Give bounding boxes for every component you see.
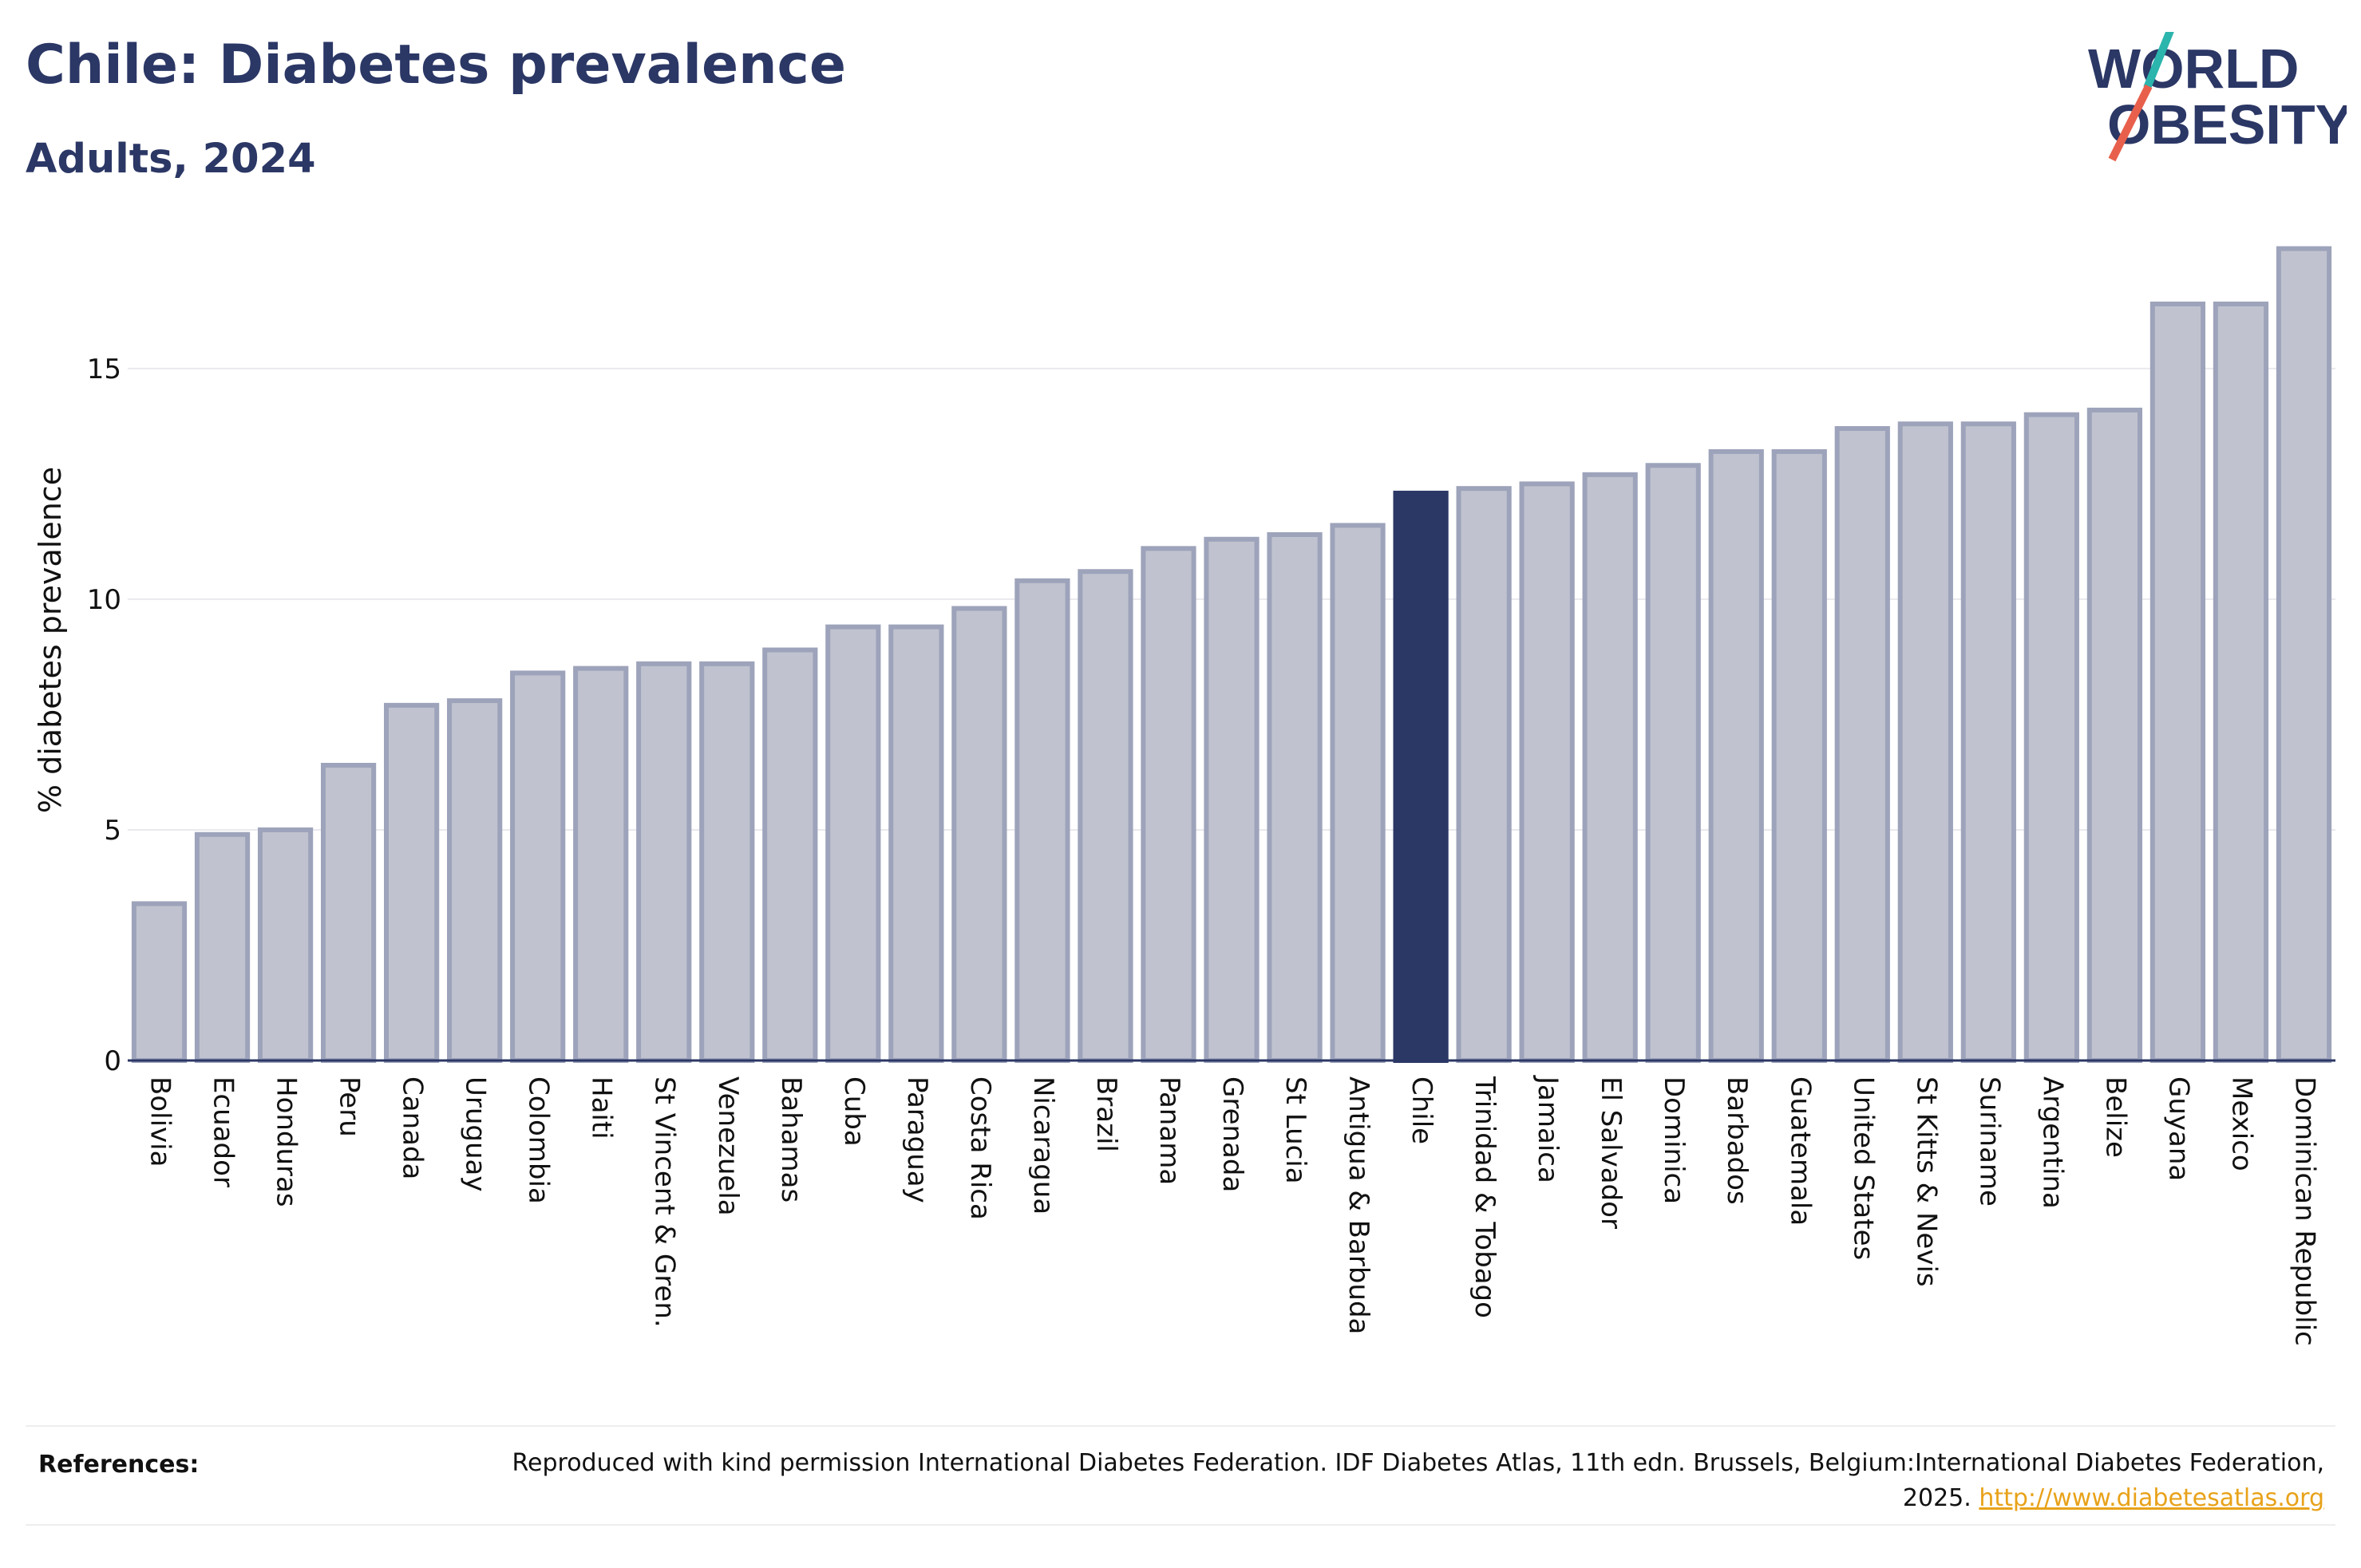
chart-title: Chile: Diabetes prevalence: [26, 34, 846, 97]
x-tick-label: Canada: [397, 1076, 429, 1179]
bar-haiti: [573, 666, 629, 1063]
bar-guatemala: [1771, 448, 1827, 1063]
bar-canada: [384, 702, 440, 1063]
x-tick-label: Brazil: [1090, 1076, 1122, 1152]
bar-st-lucia: [1267, 531, 1323, 1063]
bar-mexico: [2213, 301, 2269, 1064]
bar-bahamas: [762, 647, 818, 1063]
bar-uruguay: [447, 698, 503, 1064]
references-body: Reproduced with kind permission Internat…: [512, 1449, 2324, 1512]
bar-guyana: [2149, 301, 2206, 1064]
logo-slash-red: [2108, 84, 2153, 162]
bar-st-kitts-nevis: [1897, 421, 1953, 1063]
bar-chile: [1393, 490, 1449, 1063]
footer-divider-bottom: [26, 1524, 2335, 1526]
bar-venezuela: [699, 661, 755, 1064]
y-axis-title: % diabetes prevalence: [33, 467, 68, 813]
references-text: Reproduced with kind permission Internat…: [488, 1446, 2324, 1516]
y-tick-label: 0: [104, 1045, 121, 1077]
y-tick-label: 5: [104, 815, 121, 847]
x-tick-label: Venezuela: [712, 1076, 744, 1216]
references-link[interactable]: http://www.diabetesatlas.org: [1979, 1484, 2324, 1512]
bar-ecuador: [194, 831, 251, 1063]
bar-el-salvador: [1582, 472, 1638, 1063]
logo-word-world: WORLD: [2088, 38, 2299, 100]
bar-united-states: [1834, 426, 1890, 1063]
x-tick-label: Guyana: [2162, 1076, 2194, 1181]
bar-cuba: [825, 624, 881, 1063]
x-tick-label: Bahamas: [775, 1076, 807, 1203]
x-tick-label: Argentina: [2036, 1076, 2068, 1209]
footer-divider-top: [26, 1425, 2335, 1427]
x-tick-label: St Vincent & Gren.: [649, 1076, 681, 1328]
world-obesity-logo: WORLD OBESITY: [2088, 32, 2347, 162]
x-tick-label: Colombia: [523, 1076, 555, 1204]
x-tick-label: Costa Rica: [964, 1076, 996, 1220]
x-tick-label: Uruguay: [460, 1076, 492, 1192]
x-tick-label: St Kitts & Nevis: [1910, 1076, 1942, 1287]
y-tick-label: 10: [87, 584, 121, 616]
bar-jamaica: [1519, 481, 1575, 1063]
x-tick-label: Chile: [1406, 1076, 1438, 1144]
x-tick-label: Panama: [1153, 1076, 1185, 1185]
references-label: References:: [38, 1451, 200, 1479]
bar-argentina: [2023, 412, 2079, 1063]
bar-antigua-barbuda: [1330, 523, 1386, 1063]
x-axis-labels: Bolivia Ecuador Honduras Peru Canada Uruguay C…: [144, 1075, 2321, 1346]
x-tick-label: Guatemala: [1784, 1076, 1816, 1226]
bar-costa-rica: [951, 606, 1007, 1063]
x-tick-label: Belize: [2099, 1076, 2131, 1158]
x-tick-label: St Lucia: [1279, 1076, 1311, 1184]
x-tick-label: El Salvador: [1595, 1076, 1627, 1229]
x-tick-label: Ecuador: [208, 1076, 239, 1187]
x-tick-label: Nicaragua: [1027, 1076, 1059, 1215]
logo-slash-teal: [2143, 32, 2174, 89]
x-tick-label: Haiti: [586, 1076, 618, 1139]
bar-trinidad-tobago: [1456, 486, 1512, 1063]
bar-peru: [320, 763, 377, 1063]
y-tick-label: 15: [87, 353, 121, 385]
bars: [131, 246, 2332, 1064]
x-tick-label: Trinidad & Tobago: [1469, 1076, 1501, 1318]
x-tick-label: Cuba: [838, 1076, 870, 1147]
bar-barbados: [1708, 448, 1764, 1063]
x-tick-label: Barbados: [1721, 1076, 1753, 1205]
x-tick-label: Paraguay: [901, 1076, 933, 1203]
bar-paraguay: [888, 624, 944, 1063]
x-tick-label: Dominica: [1658, 1076, 1690, 1204]
chart-subtitle: Adults, 2024: [26, 136, 316, 183]
x-tick-label: Mexico: [2225, 1076, 2257, 1171]
x-tick-label: Honduras: [271, 1076, 303, 1207]
bar-dominica: [1645, 463, 1701, 1063]
bar-brazil: [1078, 569, 1133, 1063]
bar-nicaragua: [1014, 578, 1070, 1063]
x-tick-label: Peru: [334, 1076, 366, 1137]
bar-bolivia: [131, 901, 188, 1064]
bar-belize: [2086, 407, 2143, 1063]
bar-honduras: [257, 827, 314, 1064]
bar-suriname: [1960, 421, 2016, 1063]
x-tick-label: Jamaica: [1532, 1075, 1564, 1183]
x-tick-label: Dominican Republic: [2288, 1076, 2320, 1346]
x-tick-label: United States: [1847, 1076, 1879, 1260]
y-axis-ticks: 0 5 10 15: [87, 353, 121, 1077]
x-tick-label: Suriname: [1973, 1076, 2005, 1207]
bar-panama: [1141, 546, 1196, 1063]
bar-colombia: [510, 670, 566, 1063]
bar-st-vincent-gren-: [636, 661, 692, 1064]
logo-word-obesity: OBESITY: [2107, 93, 2347, 156]
x-tick-label: Grenada: [1216, 1076, 1248, 1192]
x-tick-label: Antigua & Barbuda: [1343, 1076, 1374, 1334]
bar-grenada: [1204, 536, 1260, 1063]
x-tick-label: Bolivia: [144, 1076, 176, 1167]
bar-dominican-republic: [2276, 246, 2332, 1064]
